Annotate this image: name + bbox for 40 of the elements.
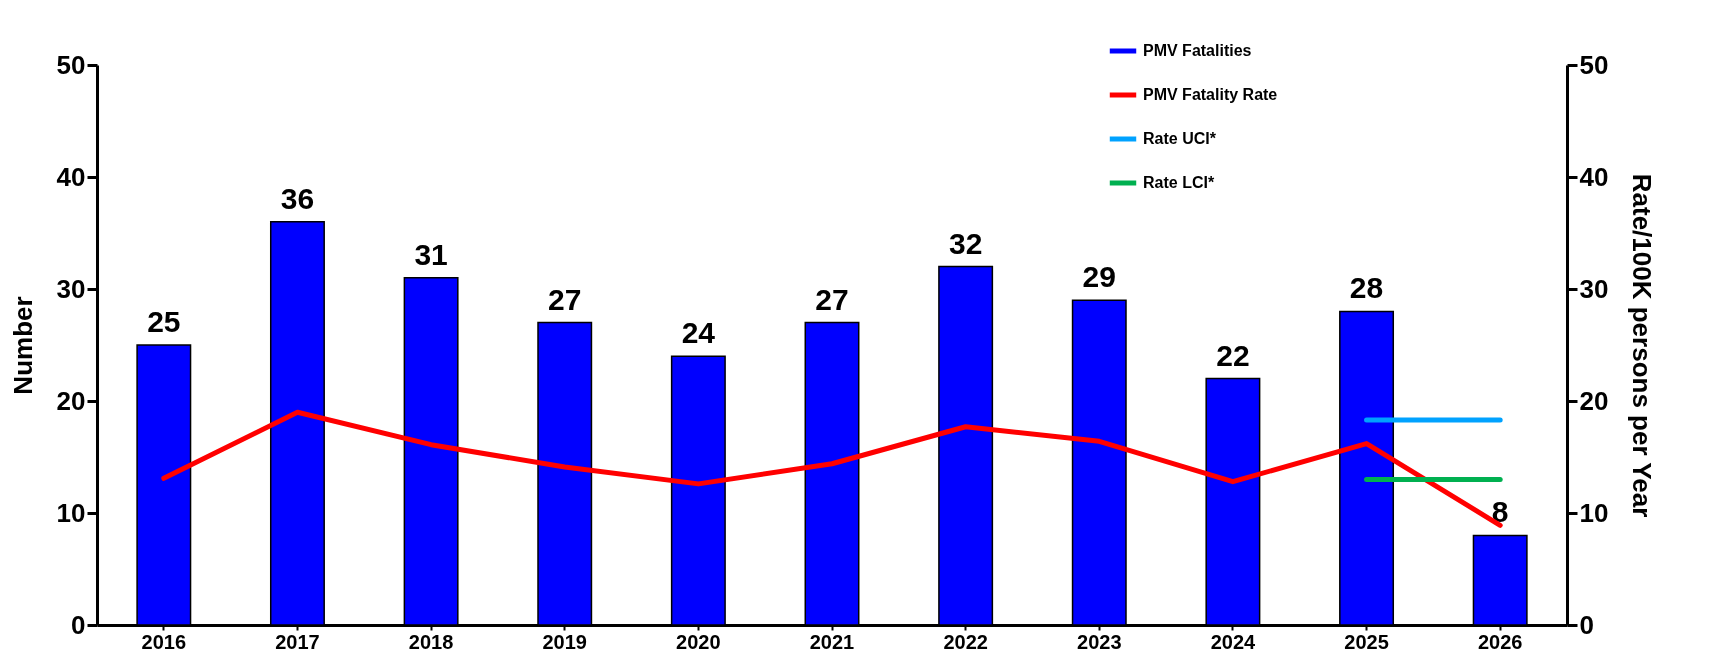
data-label: 28 [1349, 271, 1384, 305]
y2-axis-title: Rate/100K persons per Year [1627, 173, 1658, 518]
x-tick-label: 2021 [809, 630, 855, 653]
y-tick-label: 30 [56, 273, 86, 304]
x-tick-label: 2024 [1210, 630, 1257, 653]
x-tick-label: 2023 [1077, 630, 1122, 653]
y-tick-label: 40 [56, 161, 86, 192]
y2-tick-label: 30 [1579, 273, 1609, 304]
legend-label: PMV Fatality Rate [1143, 86, 1278, 103]
y2-tick-label: 40 [1579, 161, 1609, 192]
y2-tick-label: 20 [1579, 385, 1609, 416]
x-tick-label: 2026 [1477, 630, 1523, 653]
y-tick-label: 50 [56, 49, 86, 80]
data-label: 29 [1082, 260, 1116, 294]
data-label: 31 [414, 237, 448, 271]
x-tick-label: 2018 [408, 630, 454, 653]
y2-tick-label: 0 [1579, 609, 1594, 640]
x-tick-label: 2022 [943, 630, 988, 653]
x-tick-label: 2019 [542, 630, 587, 653]
y-tick-label: 10 [56, 497, 86, 528]
x-tick-label: 2025 [1344, 630, 1389, 653]
x-tick-label: 2017 [275, 630, 320, 653]
y2-tick-label: 50 [1579, 49, 1609, 80]
legend-label: Rate LCI* [1143, 174, 1215, 191]
data-label: 8 [1491, 495, 1509, 529]
legend-label: PMV Fatalities [1143, 42, 1252, 59]
x-tick-label: 2020 [676, 630, 721, 653]
data-label: 24 [681, 316, 716, 350]
legend-label: Rate UCI* [1143, 130, 1217, 147]
data-label: 27 [815, 282, 849, 316]
data-label: 32 [948, 226, 983, 260]
y-axis-title: Number [7, 296, 38, 395]
data-label: 22 [1216, 338, 1250, 372]
data-label: 25 [147, 305, 181, 338]
y2-tick-label: 10 [1579, 497, 1609, 528]
x-tick-label: 2016 [141, 630, 187, 653]
data-label: 27 [548, 282, 582, 316]
data-label: 36 [280, 181, 315, 215]
y-tick-label: 0 [71, 609, 86, 640]
y-tick-label: 20 [56, 385, 86, 416]
